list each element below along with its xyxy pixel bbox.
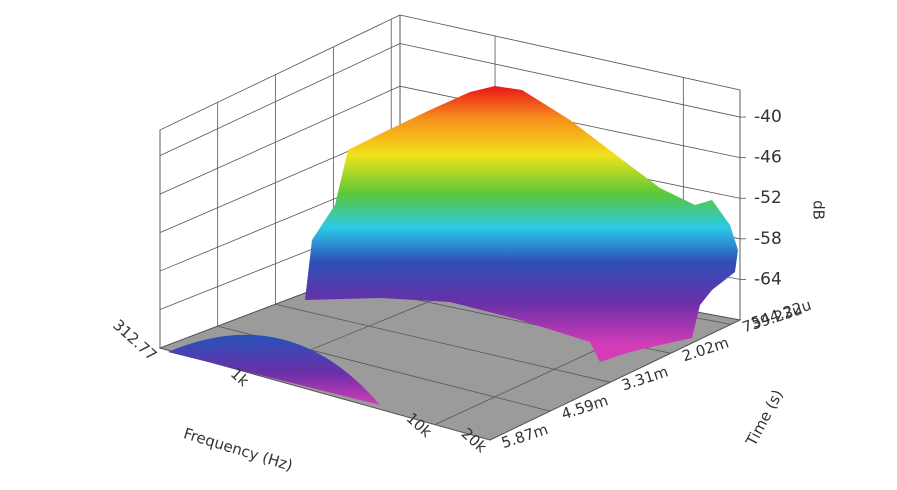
x-axis-label: Frequency (Hz) bbox=[181, 424, 294, 474]
spectrum-lobe bbox=[168, 334, 380, 405]
y-tick-label: 739.23u bbox=[740, 300, 805, 336]
grid-line bbox=[275, 303, 611, 383]
y-axis-label: Time (s) bbox=[742, 387, 787, 450]
grid-line bbox=[489, 319, 741, 441]
z-tick-label: -52 bbox=[754, 188, 782, 208]
z-tick-label: -58 bbox=[754, 229, 782, 249]
z-tick-label: -64 bbox=[754, 269, 782, 289]
grid-line bbox=[159, 85, 401, 195]
grid-line bbox=[159, 43, 401, 157]
z-tick-label: -40 bbox=[754, 107, 782, 127]
z-axis-label: dB bbox=[810, 200, 828, 220]
z-tick-label: -46 bbox=[754, 148, 782, 168]
spectrum-surface bbox=[305, 86, 738, 362]
x-tick-label: 312.77 bbox=[109, 316, 160, 365]
